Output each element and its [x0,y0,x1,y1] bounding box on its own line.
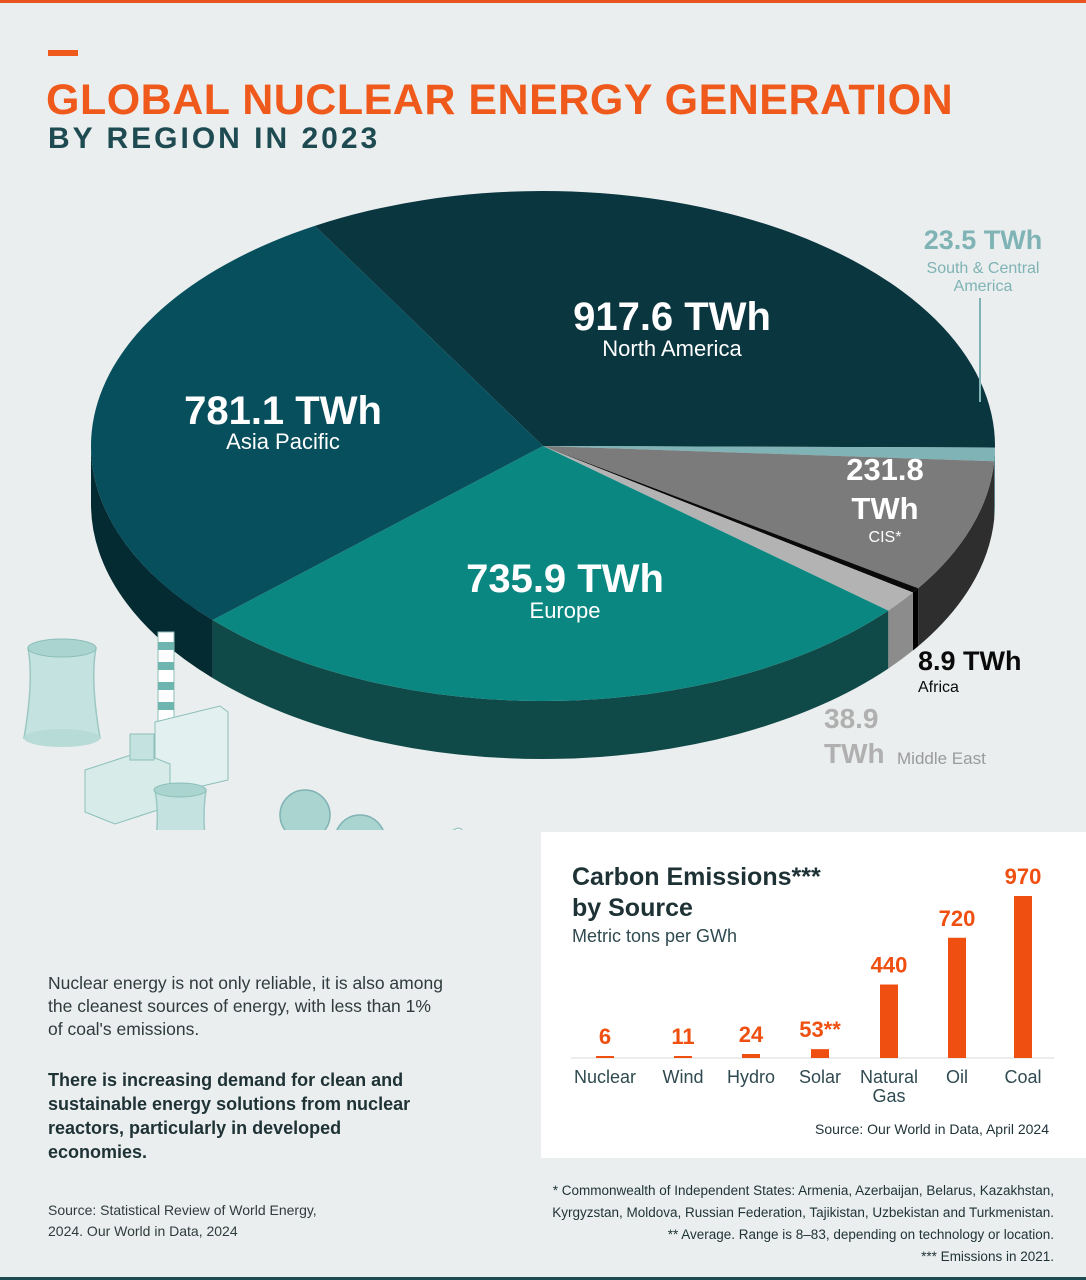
bar-value-label: 6 [599,1024,611,1049]
bar-category-label: Gas [872,1086,905,1106]
europe-value: 735.9 TWh [466,557,664,601]
emissions-subtitle: Metric tons per GWh [572,926,738,946]
pie-slice-africa [543,446,919,593]
africa-value: 8.9 TWh [918,646,1022,676]
bar-category-label: Natural [860,1067,918,1087]
emissions-title: Carbon Emissions*** by Source [572,862,821,924]
pie-side-cis [918,461,995,647]
page-title: GLOBAL NUCLEAR ENERGY GENERATION [46,76,954,124]
pie-side-asia-pacific [91,446,213,679]
pie-side-africa [912,588,919,651]
cis-label: CIS* [869,529,902,546]
bar-value-label: 720 [939,906,976,931]
bar-nuclear [596,1056,614,1058]
africa-label: Africa [918,679,959,696]
bar-value-label: 440 [871,953,908,978]
emissions-bar-chart: 6 Nuclear 11 Wind 24 Hydro 53** Solar 440 Natural… [571,864,1054,1106]
bar-category-label: Solar [799,1067,841,1087]
footnotes: * Commonwealth of Independent States: Ar… [552,1180,1054,1268]
footnote-3: ** Average. Range is 8–83, depending on … [667,1227,1054,1242]
bar-solar [811,1049,829,1058]
demand-paragraph: There is increasing demand for clean and… [48,1070,411,1162]
pie-source-note: Source: Statistical Review of World Ener… [48,1202,317,1239]
bar-natural-gas [880,984,898,1058]
south-central-america-label-2: America [954,278,1013,295]
bottom-border [0,1277,1086,1280]
pie-side-walls [91,446,995,759]
pie-side-south-central-america [994,447,995,520]
page-subtitle: BY REGION IN 2023 [48,122,381,155]
pie-slice-middle-east [543,446,913,611]
nuclear-plant-illustration [23,631,464,830]
pie-top-slices [90,191,995,701]
pie-side-middle-east [888,592,913,669]
bar-category-label: Nuclear [574,1067,636,1087]
bar-coal [1014,896,1032,1058]
north-america-label: North America [602,336,742,361]
asia-pacific-label: Asia Pacific [226,429,340,454]
bar-value-label: 53** [799,1017,841,1042]
middle-east-value-unit: TWh [824,738,885,769]
bar-oil [948,937,966,1058]
middle-east-value-number: 38.9 [824,703,879,734]
bar-value-label: 11 [671,1024,694,1049]
cis-value-number: 231.8 [846,452,924,487]
south-central-america-label-1: South & Central [927,260,1040,277]
footnote-1: * Commonwealth of Independent States: Ar… [552,1183,1054,1198]
top-border [0,0,1086,3]
bar-category-label: Oil [946,1067,968,1087]
pie-side-europe [212,610,889,759]
footnote-4: *** Emissions in 2021. [921,1249,1054,1264]
bar-value-label: 970 [1005,864,1042,889]
pie-slice-asia-pacific [90,225,543,621]
title-accent-dash [48,50,78,56]
pie-slice-south-central-america [543,446,995,462]
intro-paragraph: Nuclear energy is not only reliable, it … [48,973,443,1039]
pie-slice-europe [212,446,889,701]
regional-pie-chart: 917.6 TWh 781.1 TWh 735.9 TWh 231.8 TWh … [23,191,1043,830]
asia-pacific-value: 781.1 TWh [184,389,382,433]
footnote-2: Kyrgyzstan, Moldova, Russian Federation,… [552,1205,1054,1220]
bar-wind [674,1056,692,1058]
emissions-title-line1: Carbon Emissions*** [572,863,821,891]
bar-hydro [742,1053,760,1058]
pie-slice-cis [543,446,995,589]
emissions-source: Source: Our World in Data, April 2024 [815,1121,1049,1137]
bar-value-label: 24 [739,1022,764,1047]
bar-category-label: Wind [662,1067,703,1087]
bar-category-label: Coal [1004,1067,1041,1087]
bar-category-label: Hydro [727,1067,775,1087]
middle-east-label: Middle East [897,749,986,768]
north-america-value: 917.6 TWh [573,295,771,339]
cis-value-unit: TWh [851,491,918,526]
emissions-card [541,832,1086,1158]
europe-label: Europe [530,598,601,623]
emissions-title-line2: by Source [572,894,693,922]
south-central-america-value: 23.5 TWh [924,225,1043,255]
pie-slice-north-america [314,191,995,448]
